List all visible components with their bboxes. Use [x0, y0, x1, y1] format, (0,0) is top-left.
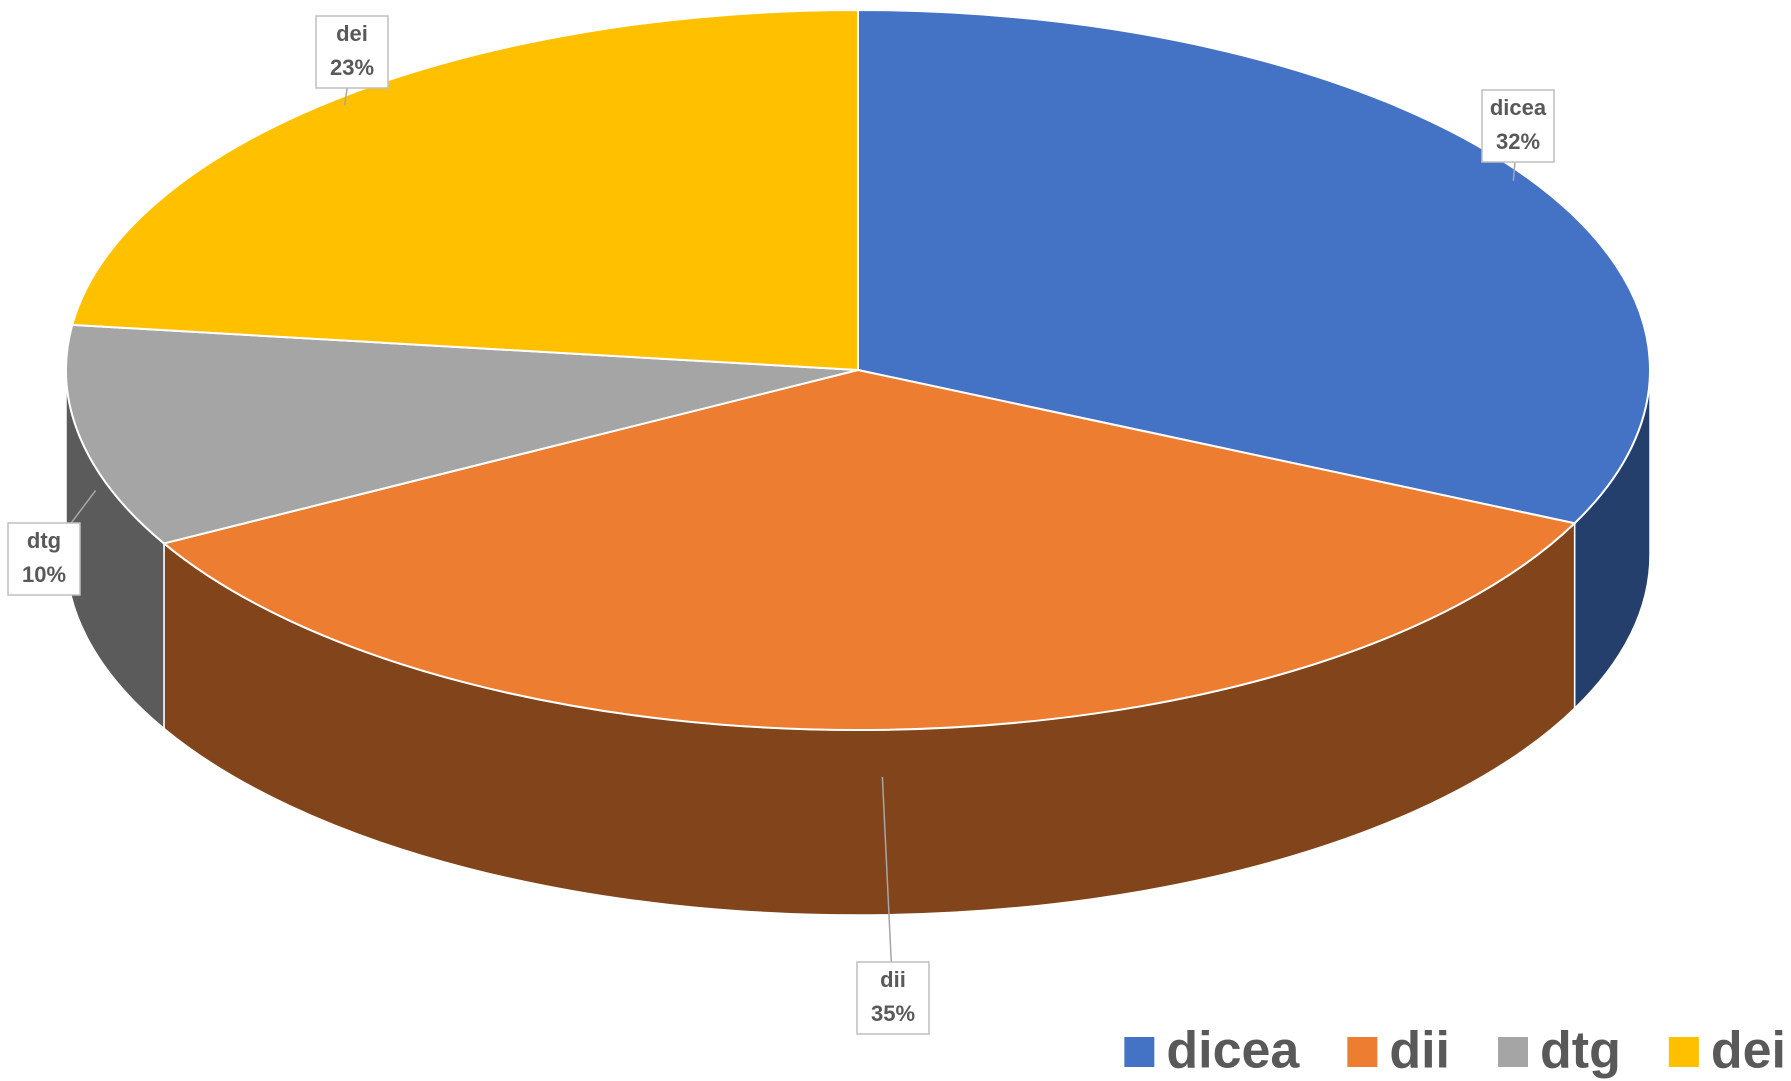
legend-label: dei	[1711, 1022, 1786, 1080]
label-value: 32%	[1496, 129, 1540, 154]
slice	[161, 368, 1577, 731]
slice	[65, 323, 859, 545]
legend-label: dii	[1389, 1022, 1450, 1080]
leader-line	[881, 776, 894, 999]
legend-swatch	[1347, 1037, 1378, 1067]
slice	[857, 8, 1651, 525]
label-name: dei	[336, 21, 368, 46]
label-box	[315, 15, 389, 89]
label-name: dicea	[1490, 95, 1547, 120]
slice	[70, 8, 859, 372]
label-value: 10%	[22, 562, 66, 587]
legend: dicea dii dtg dei	[1124, 1022, 1786, 1080]
label-value: 35%	[871, 1001, 915, 1026]
label-name: dii	[880, 967, 906, 992]
label-box	[1481, 89, 1555, 163]
label-name: dtg	[27, 528, 61, 553]
legend-label: dicea	[1166, 1022, 1300, 1080]
label-box	[856, 961, 930, 1035]
legend-swatch	[1124, 1037, 1155, 1067]
legend-label: dtg	[1540, 1022, 1621, 1080]
label-box	[7, 522, 81, 596]
legend-swatch	[1668, 1037, 1699, 1067]
legend-swatch	[1498, 1037, 1529, 1067]
label-value: 23%	[330, 55, 374, 80]
